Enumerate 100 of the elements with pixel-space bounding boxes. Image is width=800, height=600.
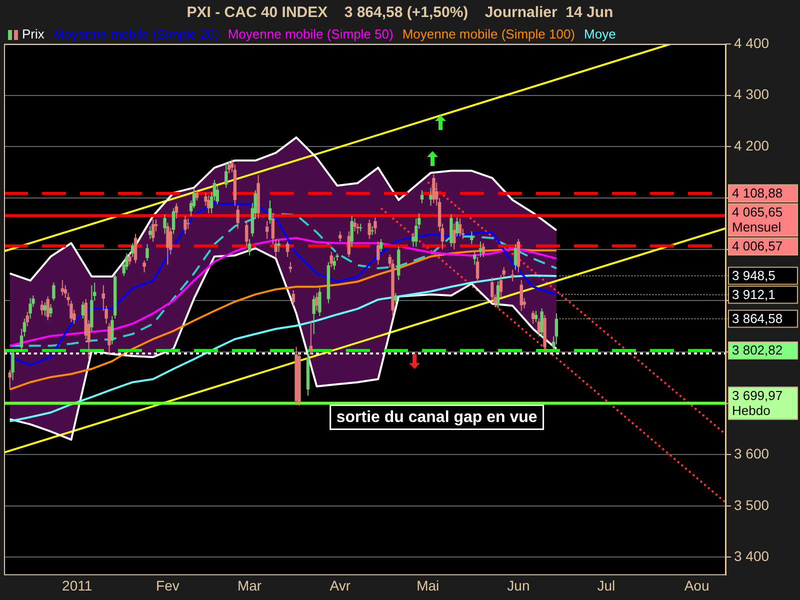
y-tick-label: 3 600	[734, 445, 770, 462]
candlestick	[376, 241, 380, 266]
candlestick	[186, 218, 190, 230]
candlestick	[26, 311, 29, 327]
candlestick	[338, 230, 342, 242]
x-tick-label: Mai	[416, 577, 440, 594]
candlestick	[368, 219, 371, 240]
candlestick	[420, 190, 424, 204]
candlestick	[540, 308, 544, 338]
ref-line-label: 4 065,65 Mensuel	[732, 204, 783, 234]
candlestick	[370, 226, 374, 236]
candlestick	[432, 174, 436, 204]
candlestick	[312, 294, 316, 334]
candlestick	[379, 238, 383, 252]
candlestick	[458, 218, 462, 237]
candlestick	[8, 369, 12, 390]
candlestick	[350, 215, 354, 248]
candlestick	[478, 241, 482, 258]
candlestick	[163, 214, 166, 234]
annotation: 3 912,1	[732, 286, 776, 302]
ref-line-label: 4 108,88	[732, 185, 783, 200]
candlestick	[534, 310, 538, 323]
ref-line-label: 3 699,97 Hebdo	[732, 388, 783, 418]
candlestick	[148, 226, 152, 240]
candlestick	[277, 240, 280, 252]
y-tick-label: 4 300	[734, 86, 770, 102]
candlestick	[502, 266, 506, 278]
chart-title: PXI - CAC 40 INDEX 3 864,58 (+1,50%) Journalier 14 Jun	[186, 4, 614, 22]
y-tick-label: 3 500	[734, 496, 770, 513]
candlestick	[207, 194, 210, 214]
candlestick	[499, 274, 503, 299]
annotation: 3 948,5	[732, 268, 776, 283]
x-tick-label: Jul	[597, 577, 616, 594]
candlestick	[452, 223, 456, 250]
candlestick	[286, 241, 290, 258]
text: Moyenne mobile (Simple 20)	[53, 26, 219, 42]
candlestick	[374, 216, 377, 234]
candlestick	[265, 220, 269, 240]
ref-line-label: 4 006,57	[732, 238, 783, 254]
candlestick	[511, 269, 514, 282]
candlestick	[110, 316, 114, 345]
candlestick	[288, 262, 292, 273]
candlestick	[60, 280, 64, 296]
candlestick	[520, 280, 523, 312]
ref-line-label: 3 802,82	[732, 342, 783, 358]
legend-label: Prix	[22, 26, 45, 42]
x-tick-label: Jun	[507, 577, 530, 594]
line-series	[8, 212, 558, 347]
candlestick	[52, 282, 56, 302]
candlestick	[146, 244, 149, 262]
candlestick	[332, 256, 336, 270]
candlestick	[315, 292, 318, 312]
x-tick-label: Mar	[237, 577, 262, 594]
y-tick-label: 3 400	[734, 548, 770, 564]
candlestick	[531, 310, 535, 324]
candlestick	[236, 205, 240, 230]
x-tick-label: 2011	[62, 577, 92, 594]
candlestick	[184, 215, 187, 234]
candlestick	[172, 208, 176, 234]
y-tick-label: 4 400	[734, 34, 770, 51]
candlestick	[49, 304, 52, 318]
candlestick	[248, 238, 252, 256]
x-tick-label: Fev	[156, 577, 180, 594]
candlestick	[142, 260, 146, 273]
candlestick	[353, 218, 356, 232]
candlestick	[245, 220, 248, 248]
candlestick	[496, 280, 500, 309]
candlestick	[46, 296, 50, 321]
candlestick	[473, 251, 476, 266]
candlestick	[554, 312, 558, 345]
candlestick	[268, 200, 272, 224]
candlestick	[40, 300, 44, 316]
candlestick	[227, 160, 231, 174]
candlestick	[151, 219, 155, 242]
candlestick	[28, 298, 32, 320]
text: Moyenne mobile (Simple 100)	[402, 26, 576, 42]
x-tick-label: Avr	[330, 577, 351, 594]
candlestick	[128, 252, 132, 266]
candlestick	[292, 290, 295, 306]
text: Moyenne mobile (Simple 50)	[228, 26, 394, 42]
candlestick	[309, 320, 313, 356]
candlestick	[514, 244, 518, 270]
candlestick	[482, 242, 485, 258]
candlestick	[224, 162, 228, 188]
candlestick	[195, 190, 199, 202]
annotation: 3 864,58	[732, 310, 783, 326]
candlestick	[394, 292, 398, 304]
y-tick-label: 4 200	[734, 138, 770, 154]
candlestick	[134, 233, 138, 264]
candlestick	[11, 348, 14, 381]
candlestick	[318, 287, 322, 317]
annotation: sortie du canal gap en vue	[336, 409, 538, 426]
candlestick	[455, 216, 459, 237]
candlestick	[476, 256, 480, 284]
candlestick	[470, 230, 474, 245]
x-tick-label: Aou	[684, 577, 710, 594]
text: Moye	[584, 26, 616, 42]
candlestick	[131, 242, 134, 258]
candlestick	[429, 187, 432, 206]
candlestick	[174, 202, 178, 219]
